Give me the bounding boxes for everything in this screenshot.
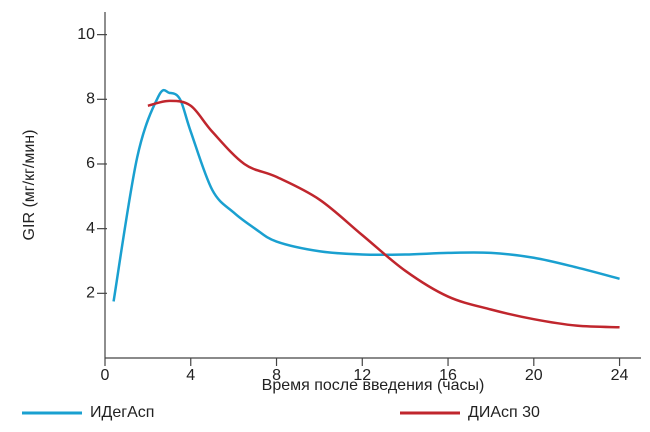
series-line bbox=[112, 88, 620, 302]
legend-label: ДИАсп 30 bbox=[468, 404, 540, 421]
y-axis-label: GIR (мг/кг/мин) bbox=[21, 130, 38, 241]
legend-label: ИДегАсп bbox=[90, 404, 154, 421]
x-tick-label: 24 bbox=[611, 367, 629, 384]
x-tick-label: 20 bbox=[525, 367, 543, 384]
y-tick-label: 8 bbox=[86, 91, 95, 108]
y-tick-label: 10 bbox=[77, 26, 95, 43]
series-line bbox=[147, 99, 620, 329]
y-tick-label: 2 bbox=[86, 285, 95, 302]
x-tick-label: 8 bbox=[272, 367, 281, 384]
x-tick-label: 0 bbox=[101, 367, 110, 384]
x-tick-label: 4 bbox=[186, 367, 195, 384]
x-tick-label: 12 bbox=[353, 367, 371, 384]
x-tick-label: 16 bbox=[439, 367, 457, 384]
y-tick-label: 6 bbox=[86, 155, 95, 172]
x-axis-label: Время после введения (часы) bbox=[262, 377, 485, 394]
y-tick-label: 4 bbox=[86, 220, 95, 237]
